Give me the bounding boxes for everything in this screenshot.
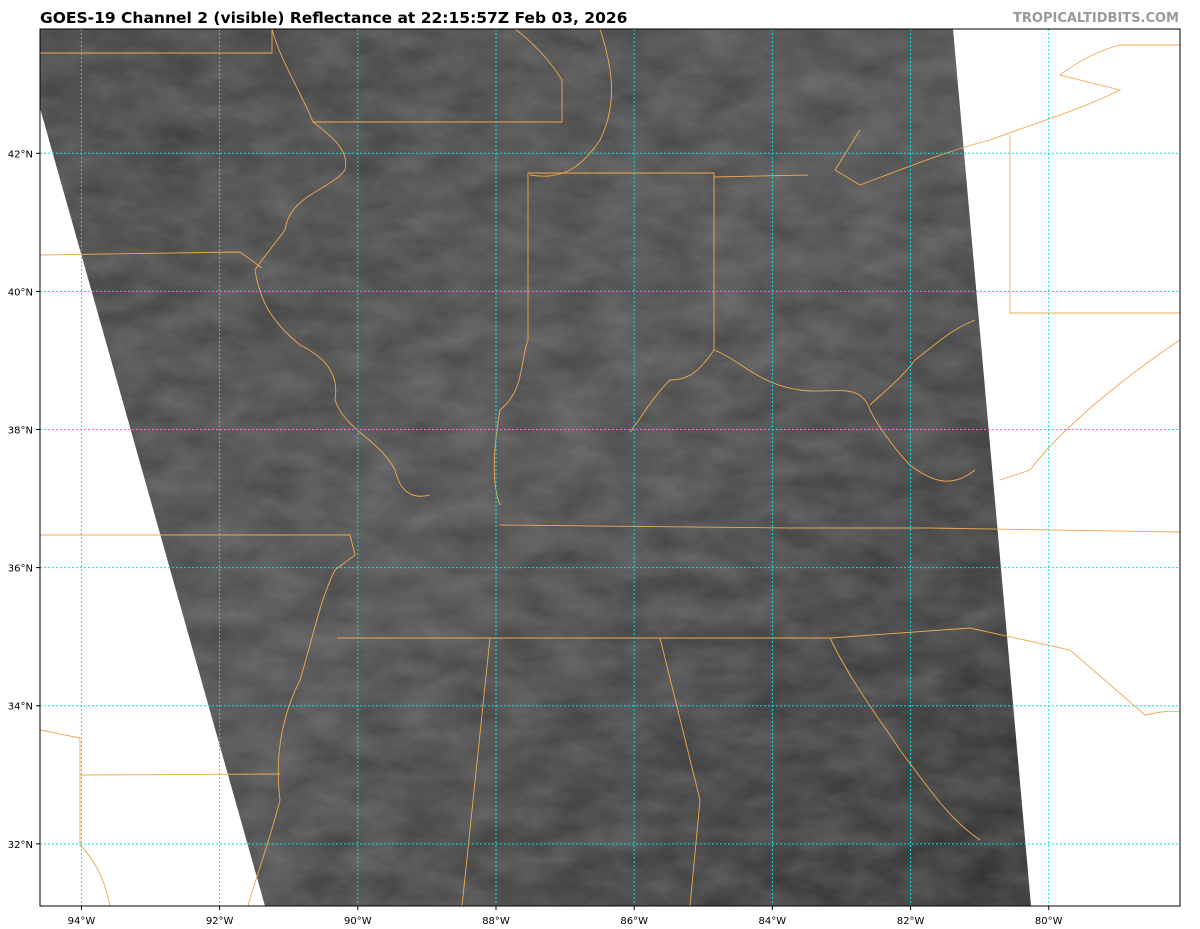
- lat-tick-label: 32°N: [8, 840, 33, 851]
- gridlines: [40, 29, 1180, 906]
- lat-tick-label: 38°N: [8, 426, 33, 437]
- lat-tick-label: 34°N: [8, 702, 33, 713]
- lon-tick-label: 84°W: [759, 916, 787, 927]
- map-frame: [39, 28, 1181, 907]
- lon-tick-label: 94°W: [68, 916, 96, 927]
- lon-tick-label: 82°W: [897, 916, 925, 927]
- lat-tick-label: 36°N: [8, 564, 33, 575]
- lon-tick-label: 86°W: [620, 916, 648, 927]
- lat-tick-label: 42°N: [8, 149, 33, 160]
- lon-tick-label: 90°W: [344, 916, 372, 927]
- lat-tick-label: 40°N: [8, 287, 33, 298]
- brand-watermark: TROPICALTIDBITS.COM: [1013, 11, 1179, 26]
- axis-ticks: 94°W 92°W 90°W 88°W 86°W 84°W 82°W 80°W 42°N 40°N…: [8, 149, 1063, 927]
- state-borders: [40, 29, 1180, 906]
- lon-tick-label: 80°W: [1035, 916, 1063, 927]
- lon-tick-label: 92°W: [206, 916, 234, 927]
- cloud-texture: [40, 29, 1031, 906]
- lon-tick-label: 88°W: [482, 916, 510, 927]
- map-title: GOES-19 Channel 2 (visible) Reflectance …: [40, 9, 628, 27]
